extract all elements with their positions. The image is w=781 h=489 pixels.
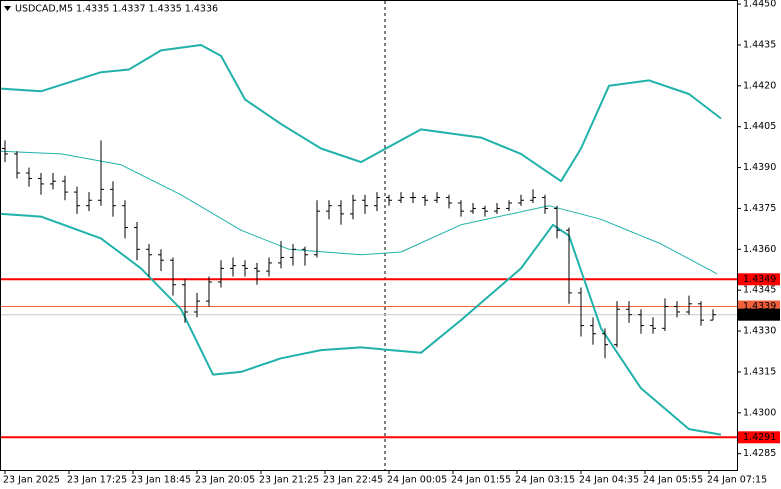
level-label-box (738, 308, 780, 321)
y-tick-label: 1.4390 (743, 162, 776, 173)
x-tick-label: 23 Jan 21:25 (259, 475, 319, 486)
y-tick-label: 1.4405 (743, 121, 776, 132)
x-tick-label: 24 Jan 01:55 (451, 475, 511, 486)
bollinger-band (0, 44, 722, 183)
y-tick-label: 1.4300 (743, 407, 776, 418)
y-tick-label: 1.4360 (743, 244, 776, 255)
x-tick-label: 24 Jan 07:15 (707, 475, 767, 486)
level-label: 1.4291 (743, 432, 776, 443)
symbol-arrow-icon (4, 6, 11, 11)
y-tick-label: 1.4345 (743, 285, 776, 296)
plot-frame (0, 0, 738, 471)
x-tick-label: 23 Jan 20:05 (195, 475, 255, 486)
x-tick-label: 23 Jan 17:25 (67, 475, 127, 486)
x-tick-label: 23 Jan 22:45 (323, 475, 383, 486)
y-tick-label: 1.4315 (743, 366, 776, 377)
bollinger-band (0, 150, 718, 275)
y-tick-label: 1.4435 (743, 39, 776, 50)
y-tick-label: 1.4285 (743, 448, 776, 459)
x-tick-label: 24 Jan 05:55 (643, 475, 703, 486)
x-tick-label: 23 Jan 2025 (3, 475, 60, 486)
y-tick-label: 1.4450 (743, 0, 776, 10)
y-tick-label: 1.4375 (743, 203, 776, 214)
x-tick-label: 23 Jan 18:45 (131, 475, 191, 486)
chart-title: USDCAD,M5 1.4335 1.4337 1.4335 1.4336 (15, 4, 218, 15)
y-tick-label: 1.4330 (743, 326, 776, 337)
x-tick-label: 24 Jan 04:35 (579, 475, 639, 486)
x-tick-label: 24 Jan 03:15 (515, 475, 575, 486)
level-label: 1.4339 (743, 301, 776, 312)
level-label: 1.4336 (743, 309, 776, 320)
bollinger-band (0, 212, 722, 436)
y-tick-label: 1.4420 (743, 80, 776, 91)
level-label-box (738, 273, 780, 286)
x-tick-label: 24 Jan 00:05 (387, 475, 447, 486)
level-label-box (738, 431, 780, 444)
level-label: 1.4349 (743, 274, 776, 285)
